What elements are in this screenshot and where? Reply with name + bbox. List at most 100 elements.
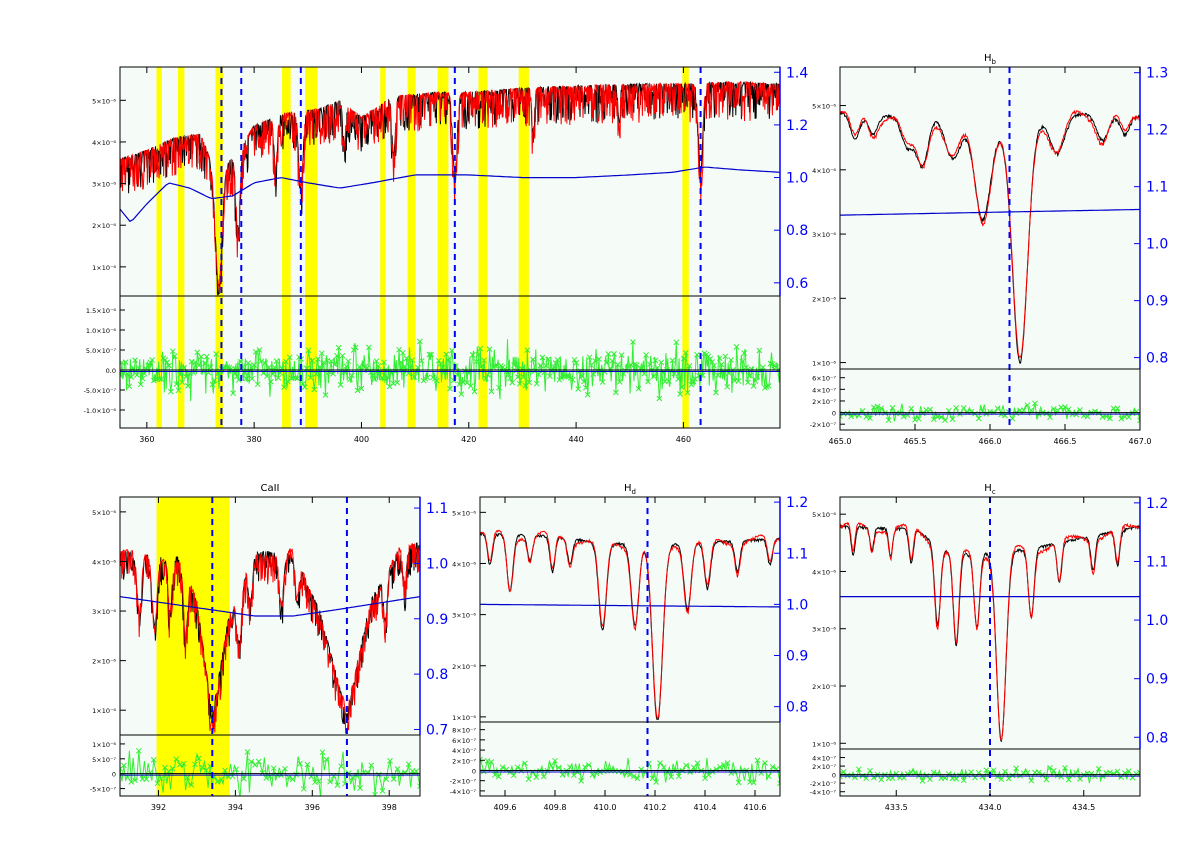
residual-point — [1114, 768, 1121, 775]
residual-point — [998, 776, 1005, 783]
residual-point — [433, 377, 440, 384]
panel-title-subscript: c — [992, 488, 996, 496]
y-tick-label: 2×10⁻⁶ — [812, 295, 836, 303]
right-y-tick-label: 0.7 — [426, 722, 448, 738]
residual-point — [1020, 407, 1027, 414]
panel-title-subscript: d — [632, 488, 636, 496]
residual-point — [128, 779, 135, 785]
residual-point — [275, 375, 282, 381]
residual-point — [173, 381, 180, 387]
residual-point — [650, 373, 657, 379]
residual-point — [677, 391, 683, 397]
right-y-tick-label: 0.8 — [1146, 730, 1168, 746]
highlight-band — [215, 67, 224, 428]
y-tick-label: 4×10⁻⁶ — [92, 558, 116, 566]
residual-point — [416, 338, 423, 345]
residual-point — [960, 777, 967, 784]
residual-point — [335, 344, 342, 351]
residual-point — [156, 375, 163, 382]
residual-tick-label: 4×10⁻⁷ — [812, 755, 836, 763]
residual-point — [411, 374, 418, 380]
residual-point — [211, 377, 218, 384]
residual-point — [484, 371, 491, 378]
residual-point — [318, 350, 325, 357]
residual-point — [185, 383, 191, 389]
residual-point — [286, 354, 293, 361]
residual-point — [609, 357, 616, 364]
residual-point — [327, 778, 333, 785]
right-y-tick-label: 0.8 — [786, 700, 808, 716]
residual-point — [394, 379, 401, 386]
residual-point — [1009, 415, 1016, 422]
residual-point — [475, 351, 482, 358]
residual-point — [379, 374, 385, 381]
residual-point — [516, 380, 523, 387]
residual-point — [214, 778, 221, 785]
right-y-tick-label: 1.1 — [786, 546, 808, 562]
residual-point — [184, 774, 191, 781]
residual-point — [688, 381, 695, 388]
residual-point — [717, 763, 723, 770]
residual-point — [199, 764, 206, 771]
residual-point — [709, 359, 715, 365]
residual-point — [375, 771, 382, 778]
residual-point — [520, 374, 527, 380]
residual-point — [241, 369, 248, 376]
residual-point — [530, 356, 536, 363]
residual-point — [305, 347, 312, 354]
residual-point — [1032, 400, 1038, 407]
x-tick-label: 465.0 — [829, 437, 852, 446]
residual-point — [592, 358, 599, 364]
right-y-tick-label: 0.8 — [426, 667, 448, 683]
y-tick-label: 3×10⁻⁶ — [812, 231, 836, 239]
residual-point — [522, 760, 528, 767]
x-tick-label: 467.0 — [1129, 437, 1152, 446]
residual-point — [366, 344, 372, 351]
residual-point — [195, 755, 202, 762]
observed-spectrum — [840, 111, 1140, 364]
residual-point — [1054, 407, 1061, 414]
residual-point — [437, 360, 444, 367]
residual-point — [301, 384, 308, 390]
residual-point — [352, 344, 359, 351]
residual-point — [480, 756, 483, 763]
panel-title-main: H — [984, 483, 992, 494]
residual-tick-label: 0 — [832, 410, 836, 418]
residual-point — [120, 372, 123, 379]
x-tick-label: 410.6 — [744, 803, 767, 812]
x-tick-label: 465.5 — [904, 437, 927, 446]
residual-point — [445, 357, 451, 363]
residual-point — [373, 358, 380, 364]
residual-tick-label: 0 — [832, 772, 836, 780]
residual-point — [495, 773, 502, 780]
residual-markers — [480, 756, 780, 787]
residual-point — [467, 383, 474, 389]
y-tick-label: 1×10⁻⁶ — [452, 714, 476, 722]
x-tick-label: 410.4 — [694, 803, 717, 812]
residual-point — [315, 356, 321, 362]
residual-point — [571, 356, 578, 363]
residual-point — [358, 385, 365, 392]
residual-point — [639, 367, 646, 374]
y-tick-label: 2×10⁻⁶ — [452, 663, 476, 671]
residual-point — [596, 356, 602, 362]
residual-tick-label: 2×10⁻⁷ — [452, 757, 476, 765]
residual-point — [196, 362, 203, 369]
plot-area — [480, 497, 780, 796]
residual-point — [245, 360, 252, 366]
residual-point — [555, 764, 562, 771]
residual-point — [630, 773, 637, 780]
highlight-band — [380, 67, 386, 428]
residual-point — [271, 364, 278, 371]
panel-title: Hc — [984, 483, 996, 496]
residual-point — [492, 363, 499, 369]
panel-title-subscript: b — [992, 58, 997, 66]
right-y-tick-label: 1.1 — [1146, 180, 1168, 196]
residual-point — [665, 378, 672, 384]
residual-tick-label: 1.0×10⁻⁶ — [86, 327, 116, 335]
right-y-tick-label: 1.2 — [1146, 123, 1168, 139]
residual-point — [349, 372, 355, 379]
panel-title-main: CaII — [260, 483, 279, 494]
highlight-band — [282, 67, 291, 428]
residual-point — [537, 362, 544, 369]
